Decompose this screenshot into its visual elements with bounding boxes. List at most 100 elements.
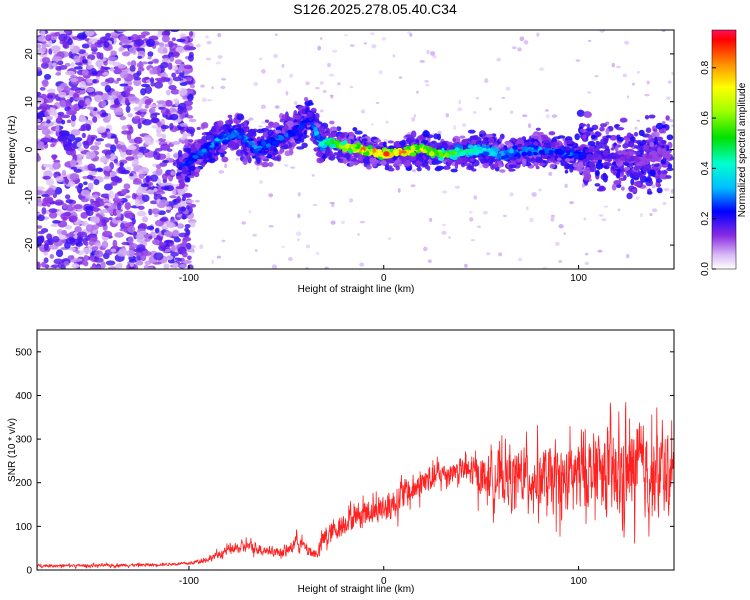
- y-tick-label: -10: [24, 190, 35, 205]
- heatmap-cell: [81, 132, 86, 139]
- heatmap-cell: [221, 239, 226, 243]
- heatmap-cell: [392, 54, 396, 58]
- heatmap-cell: [319, 37, 323, 40]
- heatmap-cell: [595, 162, 604, 170]
- heatmap-cell: [125, 156, 135, 161]
- heatmap-cell: [41, 56, 51, 64]
- heatmap-cell: [217, 55, 223, 59]
- heatmap-cell: [84, 97, 91, 105]
- heatmap-cell: [220, 85, 226, 90]
- heatmap-cell: [217, 120, 224, 127]
- heatmap-cell: [101, 132, 108, 138]
- heatmap-cell: [313, 127, 318, 133]
- heatmap-cell: [37, 112, 46, 117]
- heatmap-cell: [585, 127, 595, 132]
- heatmap-cell: [107, 96, 114, 101]
- heatmap-cell: [64, 70, 76, 76]
- heatmap-cell: [70, 114, 77, 122]
- heatmap-cell: [170, 171, 176, 176]
- heatmap-cell: [60, 212, 70, 220]
- heatmap-cell: [538, 149, 546, 155]
- heatmap-cell: [594, 131, 602, 137]
- heatmap-cell: [551, 114, 558, 118]
- heatmap-cell: [179, 82, 188, 87]
- heatmap-cell: [469, 135, 477, 141]
- heatmap-cell: [398, 76, 403, 79]
- heatmap-cell: [499, 169, 506, 173]
- heatmap-cell: [444, 152, 450, 158]
- heatmap-cell: [464, 263, 468, 268]
- heatmap-cell: [205, 57, 212, 61]
- heatmap-cell: [78, 128, 87, 132]
- heatmap-cell: [587, 140, 596, 147]
- heatmap-cell: [475, 97, 480, 100]
- heatmap-cell: [441, 223, 446, 227]
- heatmap-cell: [666, 167, 674, 172]
- heatmap-cell: [165, 255, 174, 261]
- heatmap-cell: [557, 135, 566, 139]
- heatmap-cell: [279, 118, 286, 123]
- spectrogram-heatmap: [37, 30, 674, 269]
- heatmap-cell: [153, 58, 159, 64]
- heatmap-cell: [169, 195, 177, 199]
- heatmap-cell: [148, 191, 155, 195]
- heatmap-cell: [647, 176, 652, 184]
- heatmap-cell: [633, 165, 640, 171]
- heatmap-cell: [275, 129, 282, 135]
- heatmap-cell: [127, 95, 137, 102]
- heatmap-cell: [642, 144, 649, 151]
- heatmap-cell: [157, 30, 163, 36]
- heatmap-cell: [50, 223, 59, 227]
- colorbar: 0.00.20.40.60.8 Normalized spectral ampl…: [700, 29, 748, 276]
- heatmap-cell: [113, 158, 119, 164]
- heatmap-cell: [55, 249, 64, 258]
- heatmap-cell: [626, 95, 630, 99]
- heatmap-cell: [115, 263, 122, 269]
- heatmap-cell: [153, 252, 164, 261]
- heatmap-cell: [349, 198, 353, 203]
- x-tick-label: 0: [381, 273, 387, 284]
- heatmap-cell: [129, 65, 136, 72]
- heatmap-cell: [575, 59, 581, 62]
- heatmap-cell: [631, 82, 636, 86]
- heatmap-cell: [644, 115, 650, 120]
- heatmap-cell: [501, 96, 506, 99]
- heatmap-cell: [383, 151, 390, 157]
- heatmap-cell: [283, 163, 289, 167]
- heatmap-cell: [52, 161, 61, 170]
- heatmap-cell: [617, 150, 623, 156]
- heatmap-cell: [661, 30, 666, 33]
- heatmap-cell: [461, 139, 468, 146]
- heatmap-cell: [637, 70, 640, 74]
- heatmap-cell: [508, 167, 513, 172]
- heatmap-cell: [538, 67, 545, 71]
- heatmap-cell: [624, 162, 631, 167]
- heatmap-cell: [492, 147, 500, 152]
- heatmap-cell: [289, 166, 296, 169]
- heatmap-cell: [426, 165, 431, 171]
- heatmap-cell: [310, 107, 317, 113]
- heatmap-cell: [169, 56, 175, 62]
- x-tick-label: -100: [179, 576, 199, 587]
- heatmap-cell: [424, 79, 429, 83]
- heatmap-cell: [119, 115, 127, 121]
- heatmap-cell: [165, 109, 170, 114]
- heatmap-cell: [119, 161, 124, 168]
- heatmap-cell: [331, 132, 336, 138]
- heatmap-cell: [472, 111, 477, 114]
- heatmap-cell: [193, 171, 200, 178]
- heatmap-cell: [185, 242, 192, 250]
- heatmap-cell: [119, 70, 128, 79]
- heatmap-cell: [644, 93, 650, 97]
- heatmap-cell: [179, 72, 185, 77]
- heatmap-cell: [67, 255, 75, 260]
- heatmap-cell: [554, 241, 560, 246]
- heatmap-cell: [117, 94, 123, 102]
- heatmap-cell: [642, 165, 648, 173]
- heatmap-cell: [498, 252, 503, 257]
- heatmap-cell: [605, 127, 610, 135]
- heatmap-cell: [218, 148, 226, 153]
- heatmap-cell: [86, 64, 93, 70]
- heatmap-cell: [387, 140, 394, 144]
- heatmap-cell: [221, 125, 227, 131]
